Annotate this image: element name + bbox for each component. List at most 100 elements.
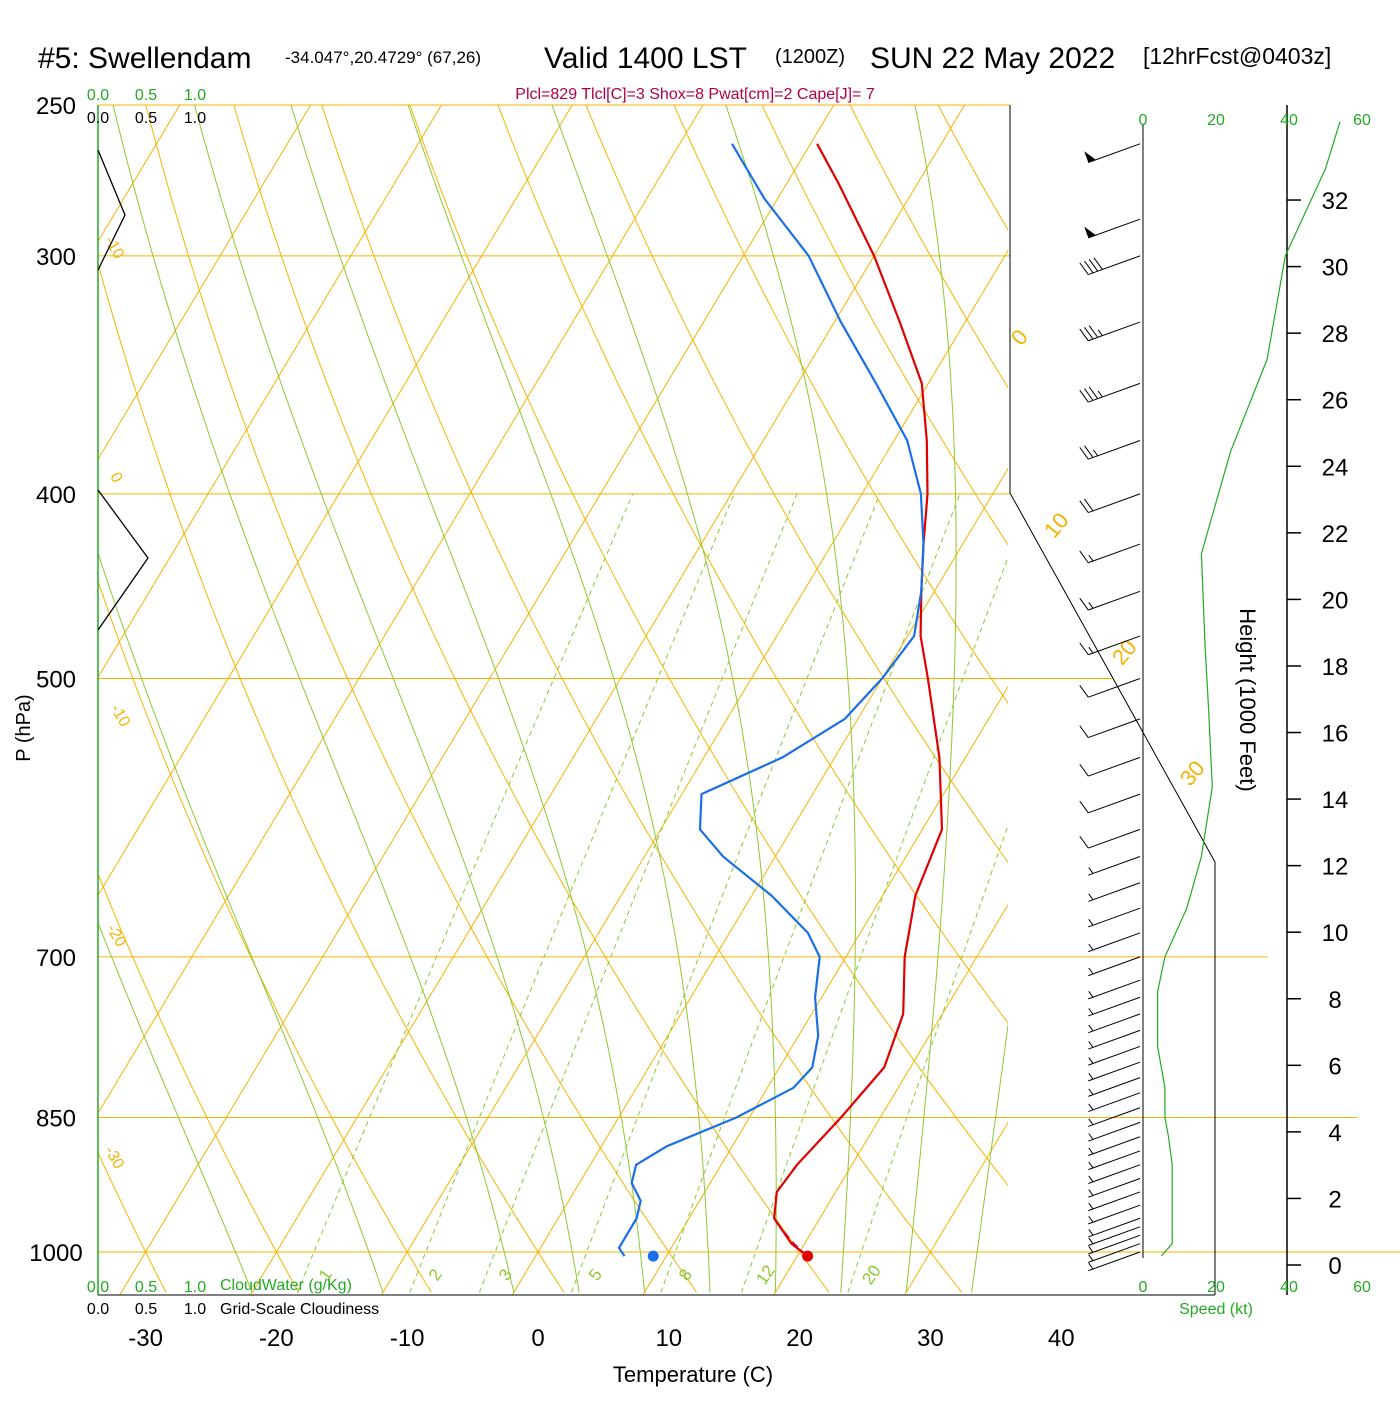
wind-barb xyxy=(1088,1243,1141,1263)
wind-speed-profile xyxy=(1156,121,1341,1257)
speed-tick-bottom: 0 xyxy=(1139,1279,1148,1296)
wind-barb-shaft xyxy=(1088,1121,1141,1142)
temperature-tick-labels: -30 -20 -10 0 10 20 30 40 xyxy=(128,1325,1074,1352)
dry-adiabat-line xyxy=(98,1151,167,1293)
cloud-tick-top-black-1: 0.5 xyxy=(135,110,157,127)
isotherm-label: 20 xyxy=(1107,635,1142,670)
wind-barb-half-flag xyxy=(1088,967,1094,975)
cloud-tick-top-green-0: 0.0 xyxy=(87,87,109,104)
mixing-ratio-label: 12 xyxy=(752,1262,778,1288)
wind-barb-half-flag xyxy=(1088,554,1094,562)
temperature-label: 20 xyxy=(786,1325,813,1352)
surface-points xyxy=(647,1250,814,1262)
grid-layer xyxy=(98,104,1400,1295)
wind-barb xyxy=(1088,1164,1141,1184)
dry-adiabat-line xyxy=(409,105,1008,1187)
wind-barb xyxy=(1088,856,1141,876)
isotherm-line xyxy=(642,685,1008,1295)
valid-time: Valid 1400 LST xyxy=(544,42,747,75)
isotherm-line xyxy=(98,105,573,897)
speed-tick-top: 0 xyxy=(1139,112,1148,129)
temperature-label: 40 xyxy=(1048,1325,1075,1352)
height-label: 32 xyxy=(1322,188,1349,215)
wind-barb-flag xyxy=(1084,445,1094,458)
cloudiness-label: Grid-Scale Cloudiness xyxy=(220,1301,379,1318)
cloud-tick-bottom-green-1: 0.5 xyxy=(135,1279,157,1296)
wind-barb-half-flag xyxy=(1093,449,1099,457)
moist-adiabat-line xyxy=(905,105,957,1293)
speed-tick-top: 60 xyxy=(1353,112,1371,129)
dry-adiabat-line xyxy=(849,105,1008,389)
mixing-ratio-label: 20 xyxy=(858,1262,884,1288)
dry-adiabat-line xyxy=(98,872,300,1293)
height-label: 14 xyxy=(1322,787,1349,814)
wind-barb-half-flag xyxy=(1088,1262,1094,1270)
speed-tick-bottom: 60 xyxy=(1353,1279,1371,1296)
wind-barb-half-flag xyxy=(1088,919,1094,926)
indices-line: Plcl=829 Tlcl[C]=3 Shox=8 Pwat[cm]=2 Cap… xyxy=(515,86,875,103)
wind-barb-shaft xyxy=(1088,1217,1141,1238)
wind-barb-shaft xyxy=(1088,856,1141,876)
height-label: 2 xyxy=(1328,1186,1341,1213)
temperature-line xyxy=(772,143,944,1257)
height-label: 6 xyxy=(1328,1053,1341,1080)
isotherm-line xyxy=(119,105,835,1295)
wind-barb-half-flag xyxy=(1088,1189,1094,1196)
wind-barb-flag xyxy=(1088,325,1099,338)
wind-barb-flag xyxy=(1079,835,1089,849)
mixing-ratio-label: 2 xyxy=(425,1266,446,1285)
wind-barb-half-flag xyxy=(1088,867,1094,874)
dry-adiabat-line xyxy=(1026,105,1400,1292)
cloud-tick-bottom-black-0: 0.0 xyxy=(87,1301,109,1318)
wind-barb-pennant xyxy=(1084,151,1096,163)
wind-barb xyxy=(1079,718,1141,739)
height-label: 30 xyxy=(1322,255,1349,282)
pressure-tick-labels: 250 300 400 500 700 850 1000 xyxy=(29,93,82,1267)
wind-barb xyxy=(1088,1234,1141,1255)
wind-barb xyxy=(1079,543,1141,564)
pressure-label-850: 850 xyxy=(36,1106,76,1133)
wind-barb-shaft xyxy=(1088,1107,1141,1127)
height-label: 22 xyxy=(1322,521,1349,548)
wind-barb xyxy=(1088,1077,1141,1097)
pressure-label-300: 300 xyxy=(36,244,76,271)
wind-barb-shaft xyxy=(1088,1234,1141,1255)
x-axis-label: Temperature (C) xyxy=(613,1362,773,1387)
mixing-ratio-label: 5 xyxy=(585,1266,606,1285)
wind-barb-half-flag xyxy=(1088,1008,1094,1015)
wind-barb-shaft xyxy=(1088,493,1141,514)
wind-barb xyxy=(1088,882,1141,902)
wind-barb-shaft xyxy=(1088,1150,1141,1171)
dewpoint-line xyxy=(617,143,925,1257)
station-title: #5: Swellendam xyxy=(38,42,251,75)
wind-barb-shaft xyxy=(1088,1204,1141,1225)
isotherm-line xyxy=(98,105,704,1115)
surface-temperature-point xyxy=(802,1250,814,1262)
speed-axis-label: Speed (kt) xyxy=(1179,1301,1253,1318)
moist-adiabat-line xyxy=(971,1021,1008,1293)
wind-barb xyxy=(1079,635,1141,656)
cloud-tick-bottom-green-2: 1.0 xyxy=(184,1279,206,1296)
wind-speed-line xyxy=(1156,121,1341,1257)
wind-barb-shaft xyxy=(1088,321,1141,342)
wind-barb-shaft xyxy=(1088,1226,1141,1246)
wind-barb xyxy=(1088,996,1141,1017)
mixing-ratio-line xyxy=(741,556,1008,1293)
wind-barb xyxy=(1079,493,1141,514)
wind-barb-shaft xyxy=(1088,1191,1141,1212)
wind-barb xyxy=(1084,143,1141,163)
wind-barb-half-flag xyxy=(1088,1237,1094,1245)
wind-barb-flag xyxy=(1084,388,1094,401)
cloud-tick-bottom-black-1: 0.5 xyxy=(135,1301,157,1318)
wind-barb-flag xyxy=(1079,800,1089,814)
isotherm-line xyxy=(98,105,442,679)
height-label: 12 xyxy=(1322,854,1349,881)
wind-barb-half-flag xyxy=(1088,943,1094,951)
wind-barb-half-flag xyxy=(1088,1041,1094,1048)
wind-barb-shaft xyxy=(1088,718,1141,739)
cloud-tick-top-black-0: 0.0 xyxy=(87,110,109,127)
dry-adiabat-label: -10 xyxy=(107,701,133,730)
forecast-info: [12hrFcst@0403z] xyxy=(1143,43,1331,69)
moist-adiabat-line xyxy=(407,105,711,1293)
